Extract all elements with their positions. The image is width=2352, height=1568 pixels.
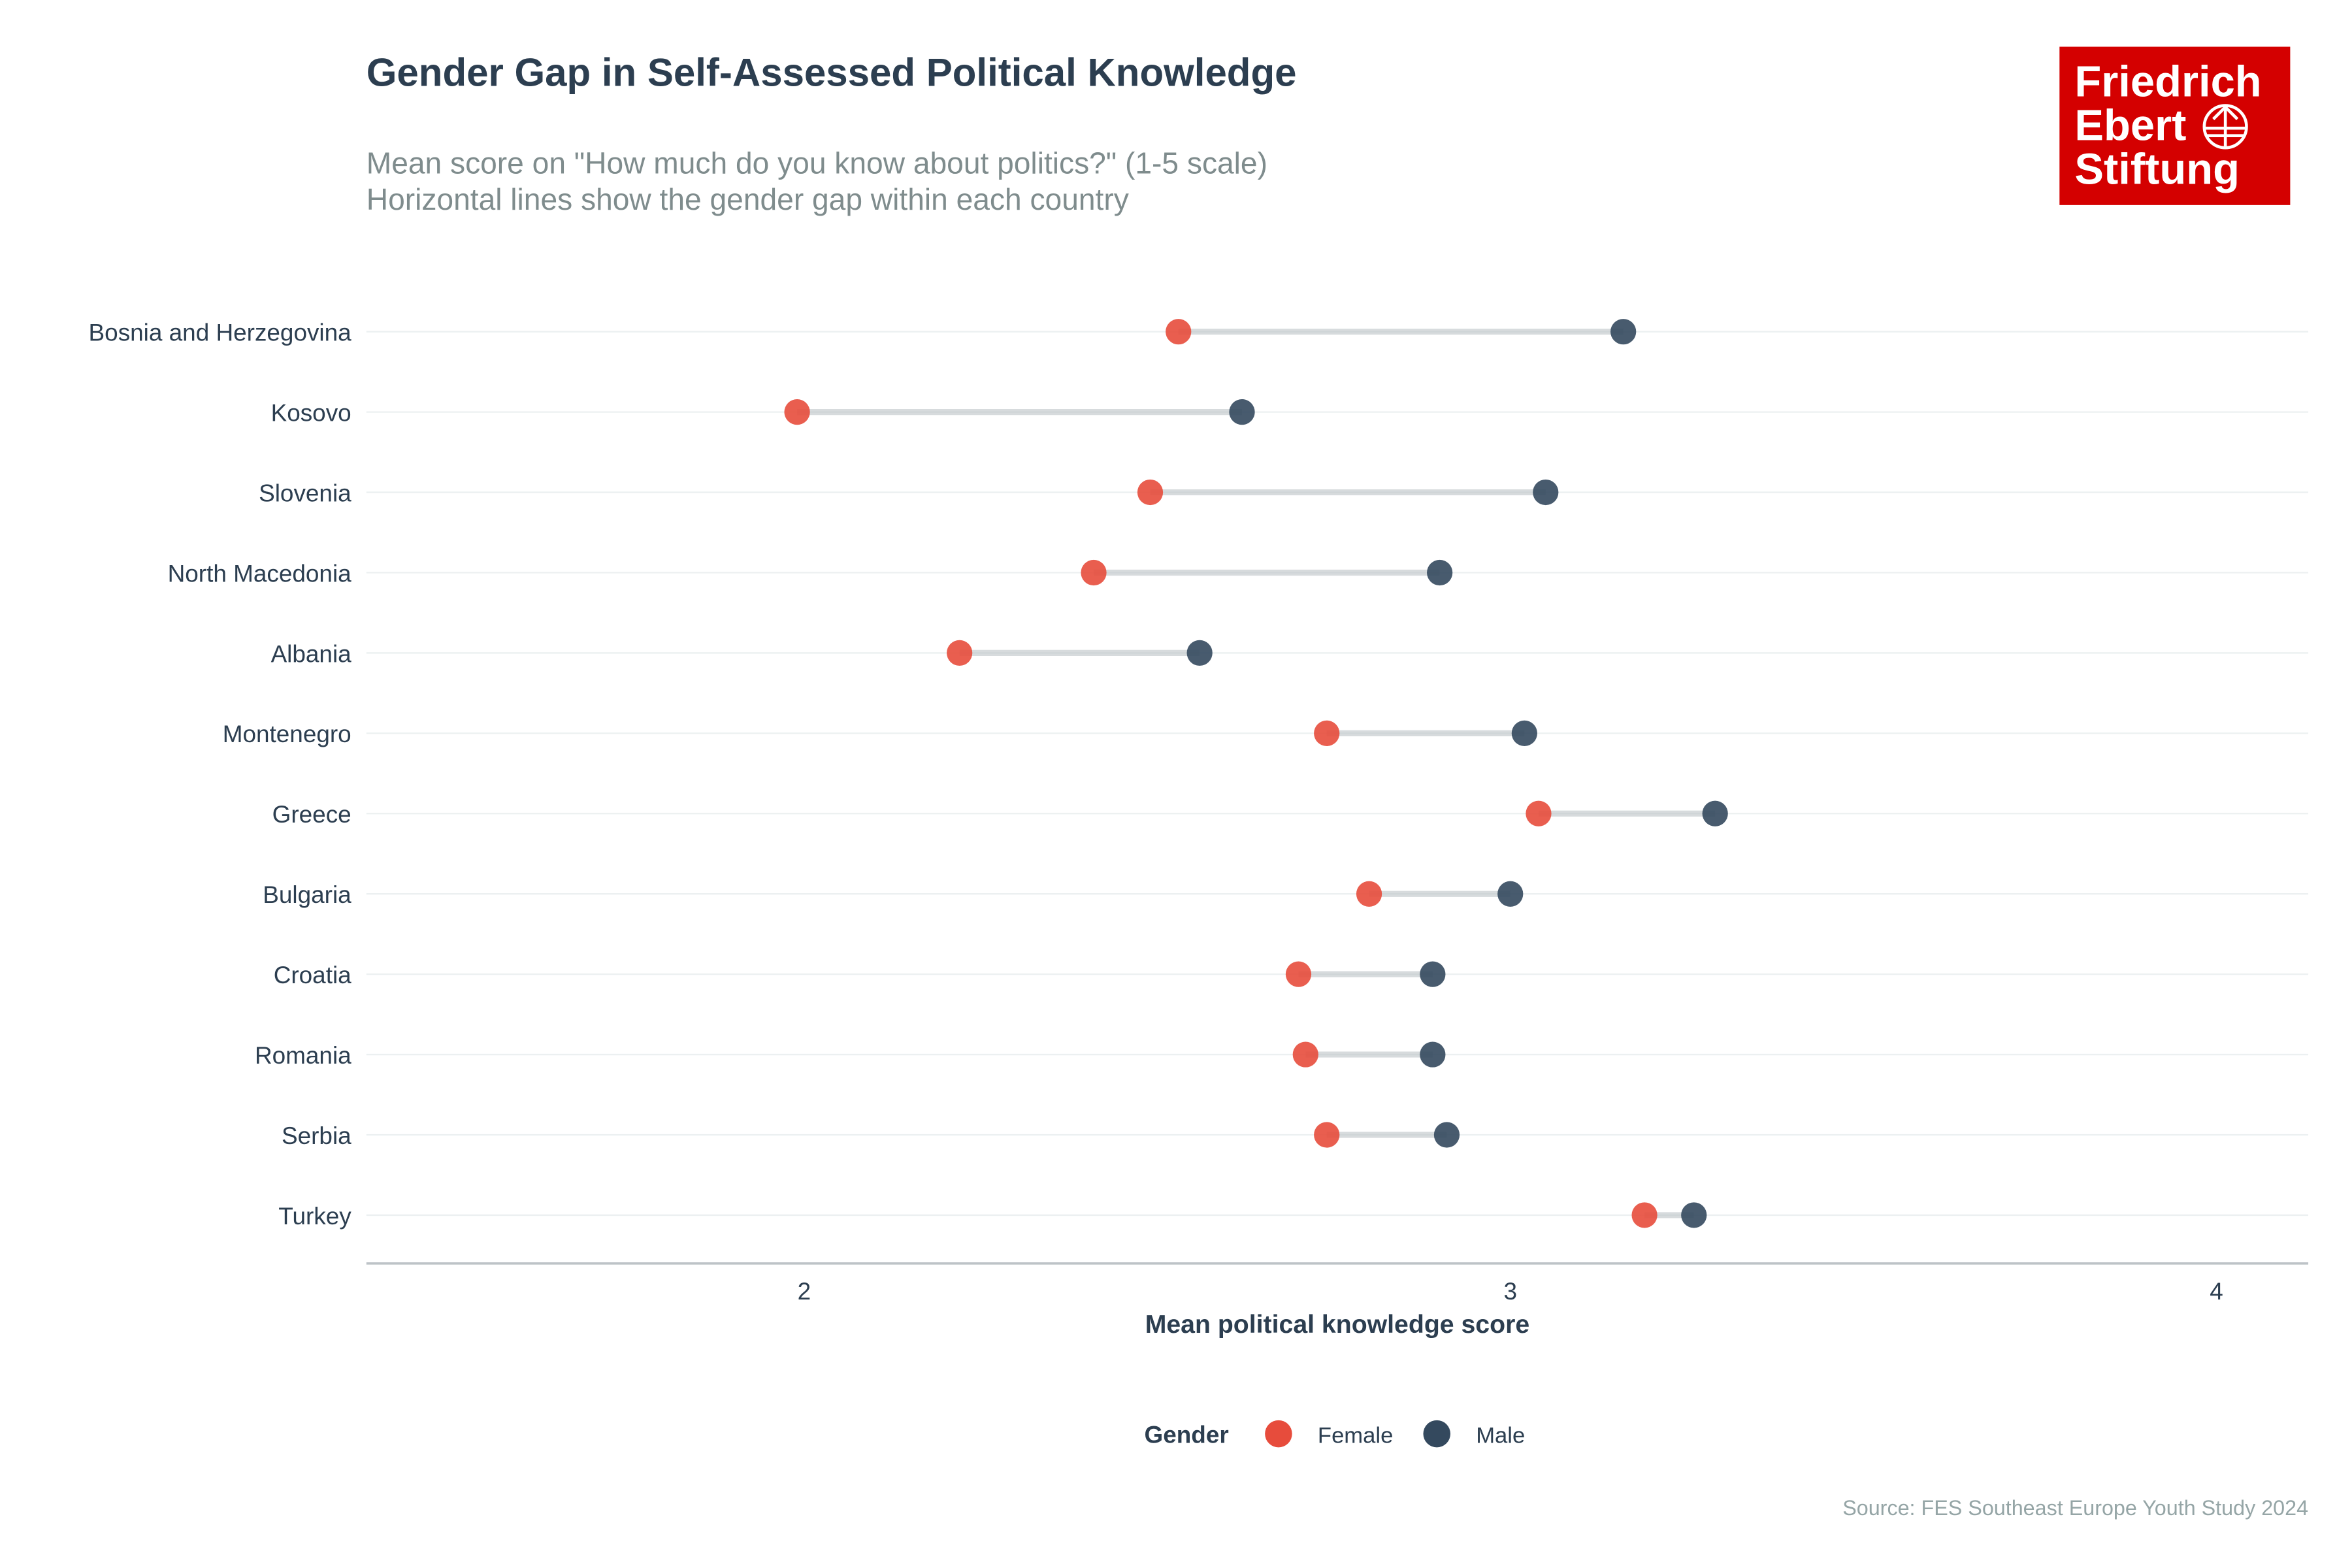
point-male [1427, 559, 1453, 586]
y-tick-label: Turkey [278, 1203, 351, 1230]
point-male [1681, 1202, 1707, 1228]
point-female [1137, 479, 1164, 506]
y-tick-label: Croatia [274, 962, 351, 988]
point-male [1420, 961, 1446, 987]
logo-line-3: Stiftung [2074, 145, 2240, 194]
gridlines [366, 331, 2309, 1217]
point-female [1526, 800, 1552, 826]
point-male [1420, 1041, 1446, 1068]
point-female [1081, 559, 1107, 586]
logo-background [2059, 46, 2291, 205]
x-tick-label: 4 [2210, 1278, 2223, 1305]
chart-subtitle-line-2: Horizontal lines show the gender gap wit… [367, 182, 1129, 216]
point-female [1166, 319, 1192, 345]
logo-emblem-icon [2202, 104, 2248, 150]
legend: Gender Female Male [1145, 1420, 1525, 1448]
legend-male-marker [1423, 1420, 1450, 1448]
point-female [1292, 1041, 1318, 1068]
chart-subtitle-line-1: Mean score on "How much do you know abou… [367, 146, 1267, 180]
legend-female-label: Female [1318, 1423, 1393, 1448]
x-axis-ticks: 2 3 4 [798, 1278, 2223, 1305]
x-axis-label: Mean political knowledge score [1145, 1310, 1529, 1339]
logo-line-2: Ebert [2074, 101, 2186, 150]
y-tick-label: North Macedonia [168, 560, 352, 587]
point-male [1610, 319, 1637, 345]
point-female [1631, 1202, 1658, 1228]
point-male [1702, 800, 1728, 826]
point-male [1229, 399, 1255, 425]
point-male [1433, 1122, 1460, 1148]
source-caption: Source: FES Southeast Europe Youth Study… [1842, 1496, 2308, 1520]
y-tick-label: Romania [255, 1042, 351, 1069]
y-tick-label: Montenegro [223, 721, 351, 747]
point-male [1533, 479, 1559, 506]
logo-line-1: Friedrich [2074, 57, 2261, 106]
point-male [1497, 881, 1524, 907]
y-tick-label: Greece [272, 801, 351, 828]
y-axis-labels: Bosnia and Herzegovina Kosovo Slovenia Nort… [89, 319, 352, 1230]
data-marks [784, 319, 1728, 1228]
legend-male-label: Male [1476, 1423, 1525, 1448]
y-tick-label: Serbia [282, 1122, 351, 1149]
fes-logo: Friedrich Ebert Stiftung [2059, 46, 2291, 205]
point-male [1186, 640, 1213, 666]
point-female [947, 640, 973, 666]
point-male [1511, 720, 1537, 746]
point-female [784, 399, 810, 425]
y-tick-label: Bosnia and Herzegovina [89, 319, 352, 346]
x-tick-label: 3 [1503, 1278, 1517, 1305]
y-tick-label: Slovenia [259, 480, 351, 506]
y-tick-label: Albania [271, 640, 352, 667]
point-female [1285, 961, 1312, 987]
x-tick-label: 2 [798, 1278, 811, 1305]
point-female [1314, 1122, 1340, 1148]
legend-female-marker [1265, 1420, 1292, 1448]
legend-title: Gender [1145, 1421, 1229, 1448]
chart-title: Gender Gap in Self-Assessed Political Kn… [367, 51, 1297, 95]
point-female [1356, 881, 1382, 907]
y-tick-label: Kosovo [271, 399, 351, 426]
point-female [1314, 720, 1340, 746]
y-tick-label: Bulgaria [263, 881, 351, 908]
